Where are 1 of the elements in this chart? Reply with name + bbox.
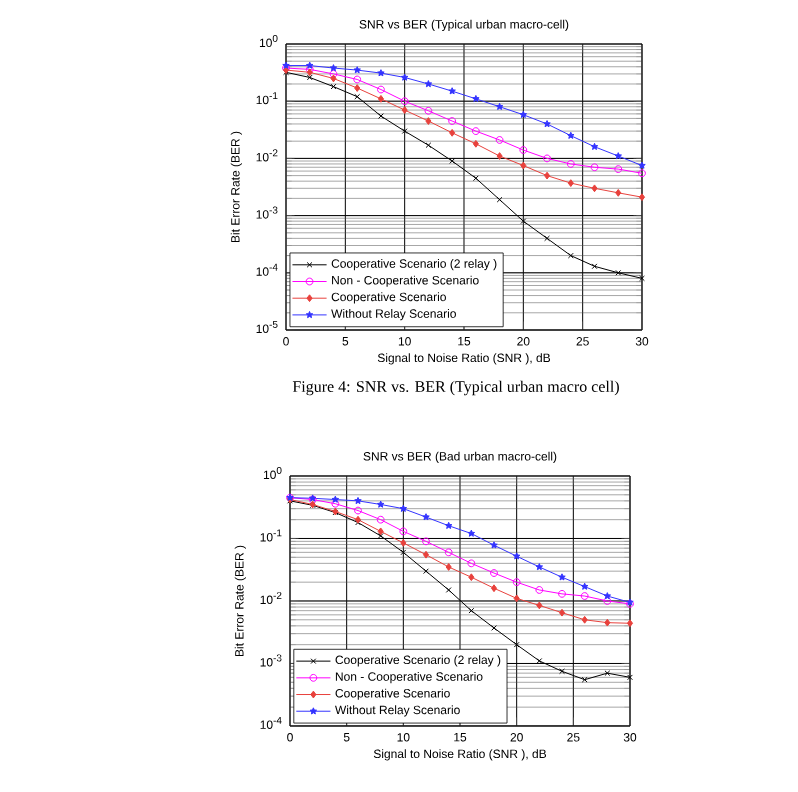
caption: Figure 4: SNR vs. BER (Typical urban macro cell) <box>292 380 619 396</box>
